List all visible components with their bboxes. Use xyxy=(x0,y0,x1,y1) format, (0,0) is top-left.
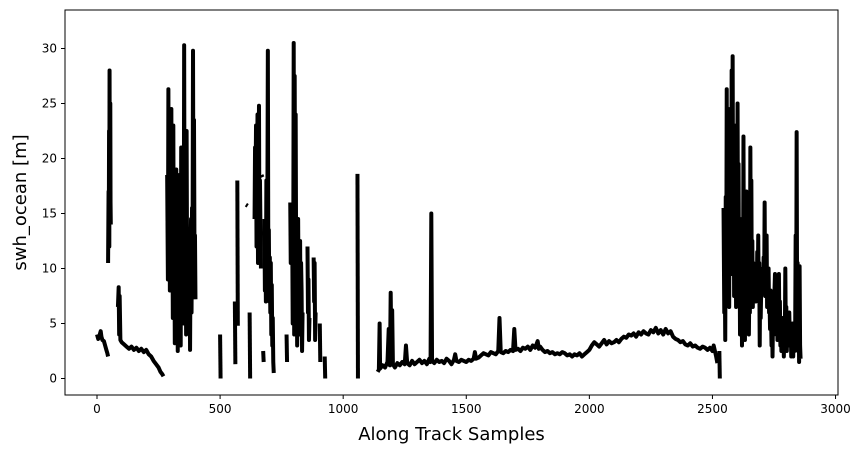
series-line-segment xyxy=(317,323,323,363)
series-line-segment xyxy=(244,203,249,208)
series-line-segment xyxy=(106,68,113,264)
series-line-segment xyxy=(235,180,240,326)
y-tick-label: 10 xyxy=(42,262,57,276)
series-line-segment xyxy=(165,43,198,353)
series-line-segment xyxy=(232,301,238,365)
y-tick-label: 0 xyxy=(49,372,57,386)
series-line-segment xyxy=(305,246,312,342)
x-axis-label: Along Track Samples xyxy=(358,424,545,445)
series-line-segment xyxy=(252,103,263,269)
y-tick-label: 20 xyxy=(42,152,57,166)
x-tick-label: 1000 xyxy=(328,402,359,416)
series-line-segment xyxy=(311,257,318,342)
plot-area-frame xyxy=(64,9,839,396)
series-line-segment xyxy=(247,312,253,379)
series-line-segment xyxy=(375,211,720,373)
x-tick-label: 2500 xyxy=(697,402,728,416)
x-tick-label: 2000 xyxy=(574,402,605,416)
y-tick-label: 5 xyxy=(49,317,57,331)
y-axis-label: swh_ocean [m] xyxy=(10,134,31,270)
series-line-segment xyxy=(261,350,266,363)
x-tick-label: 1500 xyxy=(451,402,482,416)
series-line-segment xyxy=(115,285,166,378)
series-layer xyxy=(95,41,803,379)
y-tick-label: 15 xyxy=(42,207,57,221)
x-tick-label: 0 xyxy=(93,402,101,416)
x-tick-label: 3000 xyxy=(820,402,851,416)
x-tick-label: 500 xyxy=(209,402,232,416)
series-line-segment xyxy=(95,329,111,357)
y-tick-label: 30 xyxy=(42,42,57,56)
series-line-segment xyxy=(259,174,265,179)
y-tick-label: 25 xyxy=(42,97,57,111)
series-line-segment xyxy=(288,41,305,353)
series-line-segment xyxy=(721,54,803,364)
series-line-segment xyxy=(262,48,276,374)
x-axis: 0 500 1000 1500 2000 2500 3000 xyxy=(93,395,851,416)
y-axis: 0 5 10 15 20 25 30 xyxy=(42,42,65,386)
